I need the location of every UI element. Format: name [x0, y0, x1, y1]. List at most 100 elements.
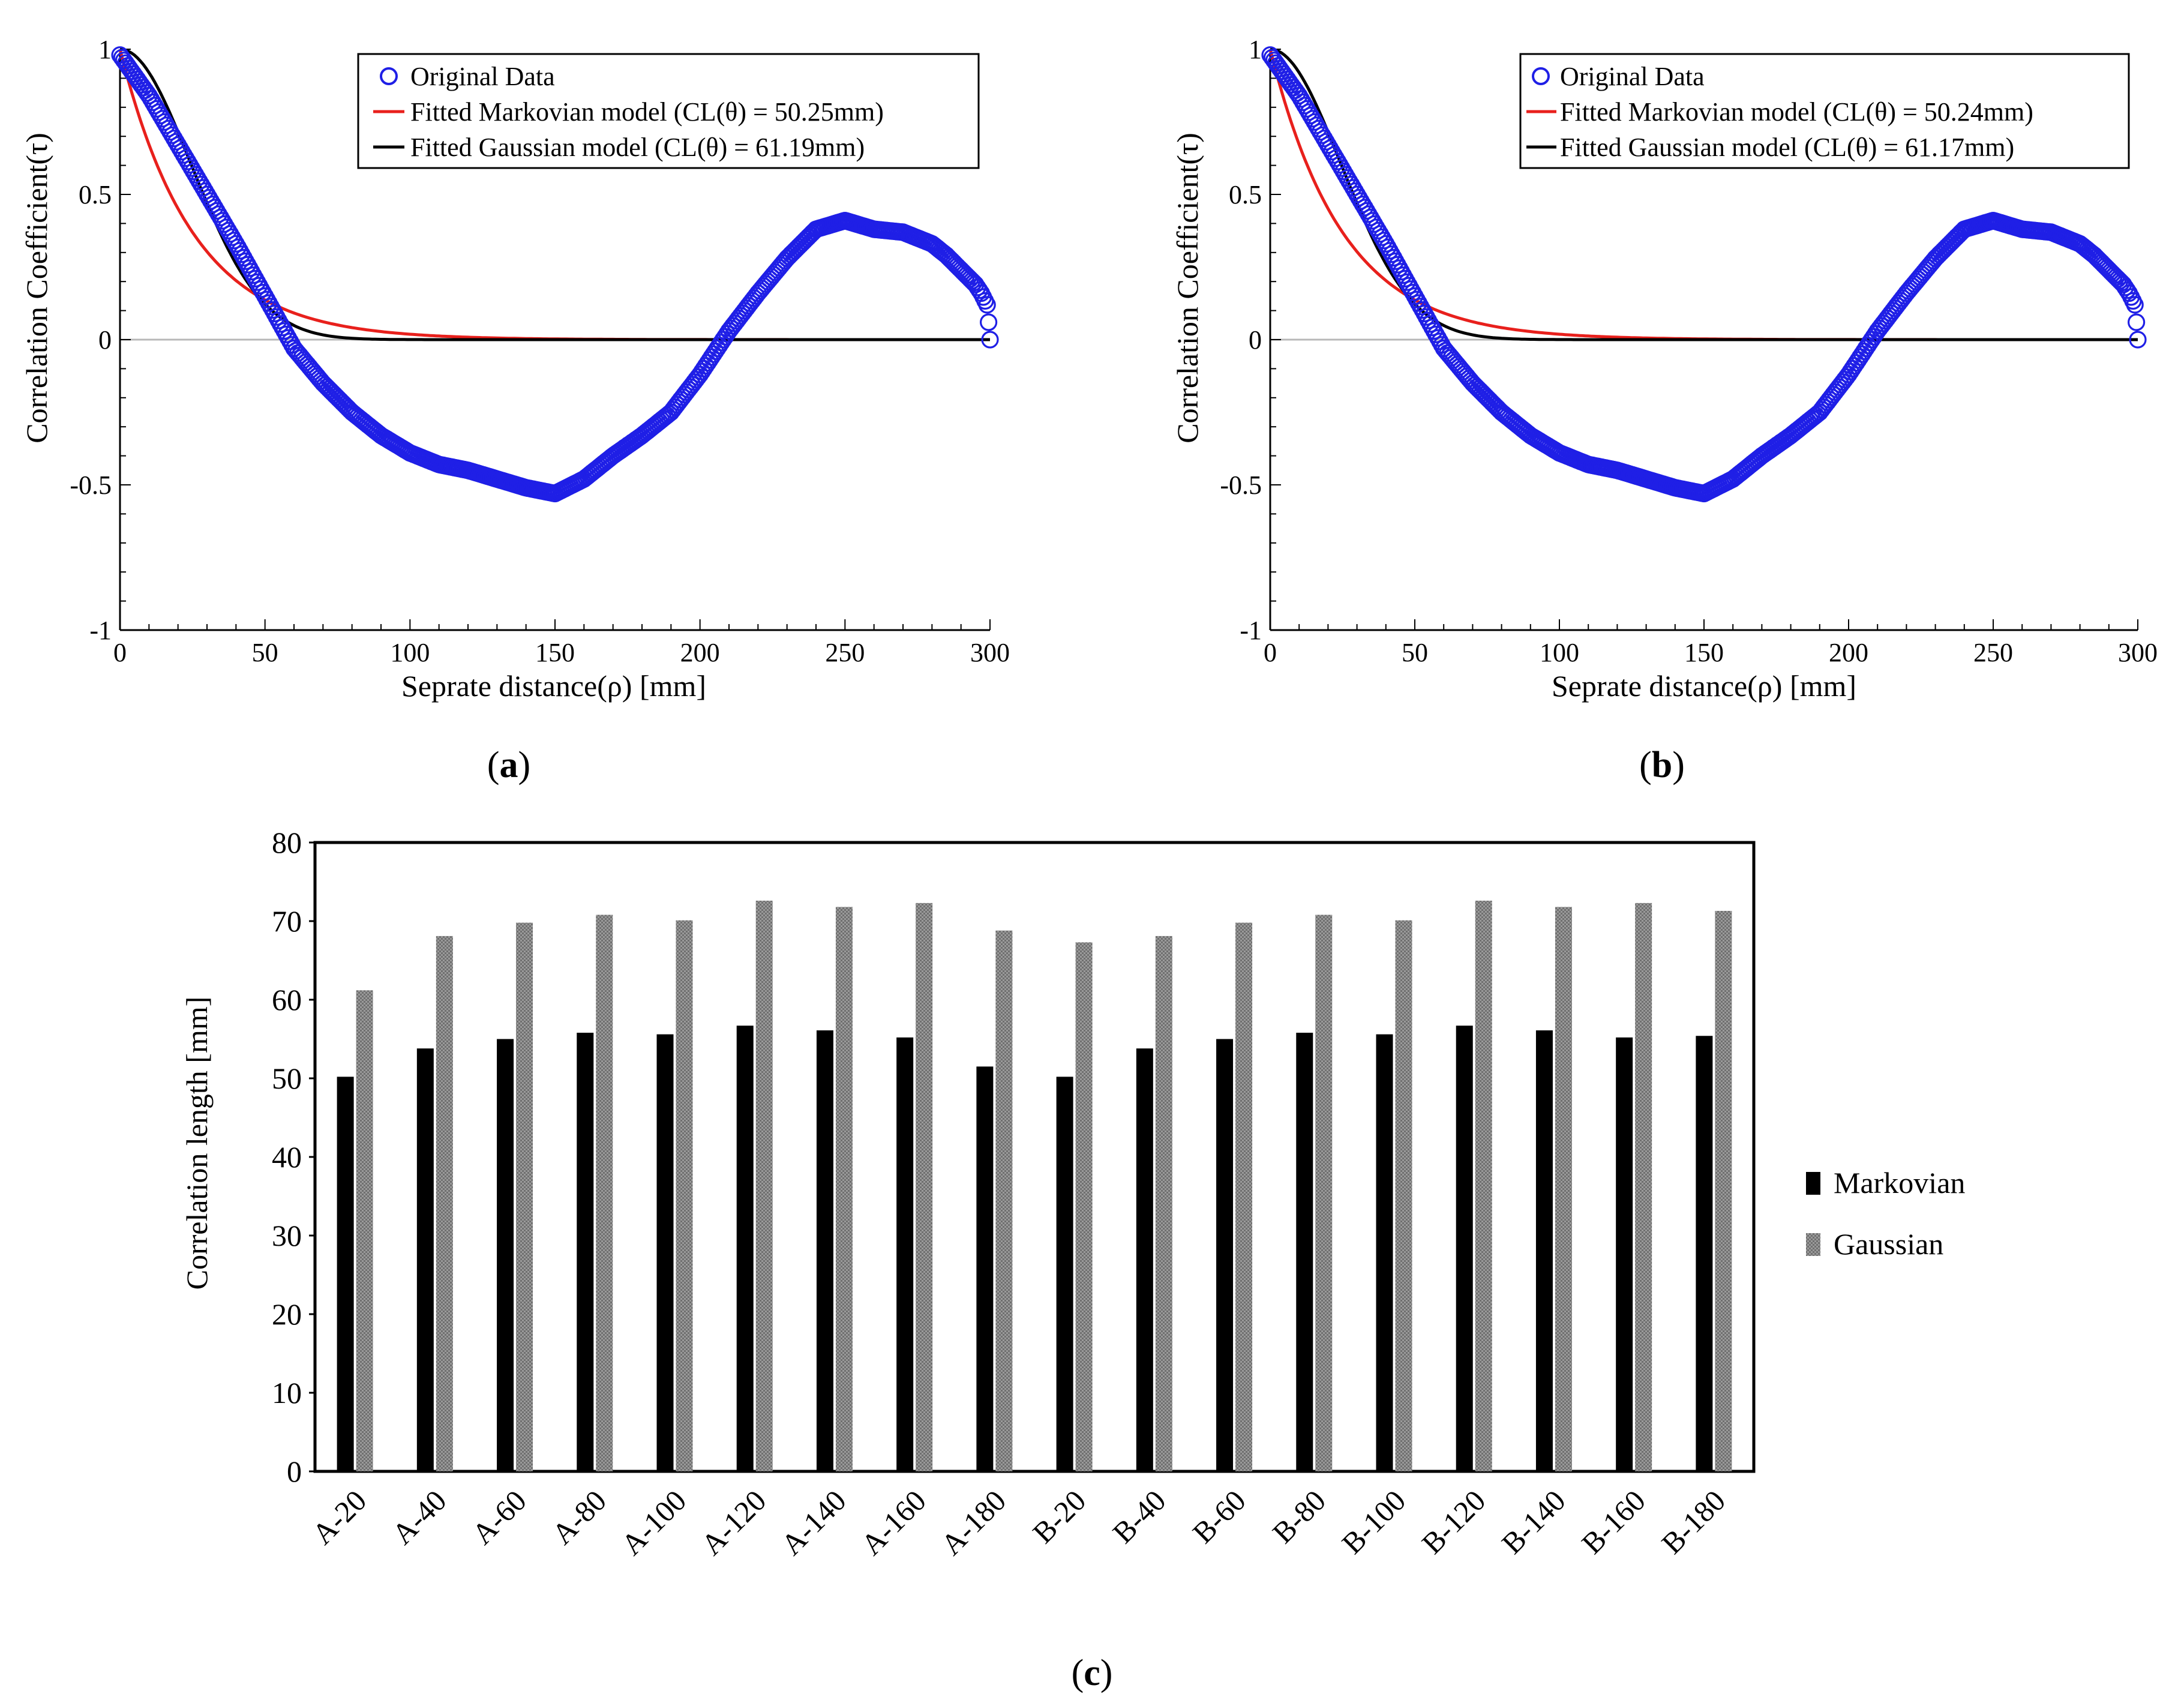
panel-b-plot-layer: 0 50 100 150 200 250 300 -1 -0.5 0 0.5 1 [1220, 35, 2158, 667]
panel-b-x-tick-label: 300 [2118, 638, 2158, 667]
panel-b-x-tick-label: 150 [1684, 638, 1724, 667]
panel-b-legend-label-markovian: Fitted Markovian model (CL(θ) = 50.24mm) [1560, 97, 2033, 127]
panel-c-legend-swatch-markovian [1806, 1172, 1820, 1195]
panel-c-y-tick-label: 60 [272, 983, 302, 1017]
panel-a-legend-label-data: Original Data [410, 62, 555, 91]
panel-a-y-tick-label: 0.5 [79, 180, 112, 209]
panel-c-x-tick-label: A-20 [305, 1483, 373, 1551]
panel-a-y-tick-label: -1 [89, 616, 112, 645]
panel-b-x-tick-label: 0 [1264, 638, 1277, 667]
panel-c-bar-gaussian [755, 900, 773, 1471]
panel-a-x-tick-label: 0 [113, 638, 127, 667]
panel-c-x-tick-label: A-100 [614, 1483, 692, 1561]
panel-a-legend-label-gaussian: Fitted Gaussian model (CL(θ) = 61.19mm) [410, 133, 865, 162]
panel-c-y-tick-label: 30 [272, 1219, 302, 1252]
panel-c-bar-markovian [1296, 1033, 1313, 1471]
panel-a-x-tick-label: 250 [825, 638, 865, 667]
panel-c-x-tick-label: A-60 [466, 1483, 533, 1551]
panel-c-bar-markovian [1376, 1034, 1393, 1471]
panel-b-y-tick-label: -1 [1240, 616, 1262, 645]
panel-c-y-tick-label: 70 [272, 904, 302, 938]
panel-b-legend-label-data: Original Data [1560, 62, 1705, 91]
panel-c-x-tick-label: B-180 [1655, 1483, 1732, 1560]
panel-c-y-tick-label: 80 [272, 826, 302, 859]
panel-a-y-tick-label: 0 [98, 325, 112, 355]
panel-a-x-tick-label: 150 [535, 638, 575, 667]
panel-c-ylabel: Correlation length [mm] [180, 997, 214, 1290]
panel-a-y-tick-label: -0.5 [70, 470, 112, 500]
panel-c-bar-gaussian [1075, 942, 1093, 1471]
panel-b-xlabel: Seprate distance(ρ) [mm] [1552, 669, 1856, 703]
panel-c-bar-gaussian [1235, 922, 1253, 1471]
panel-b-x-tick-label: 100 [1540, 638, 1579, 667]
panel-c-x-tick-label: B-160 [1575, 1483, 1652, 1560]
panel-c-bar-gaussian [596, 915, 613, 1471]
panel-a-data-point [978, 296, 996, 314]
panel-c-bar-gaussian [1395, 920, 1412, 1471]
panel-c-x-tick-label: A-120 [695, 1483, 773, 1561]
panel-b-legend-box [1519, 53, 2130, 169]
panel-b-y-tick-label: 0 [1249, 325, 1262, 355]
panel-b-x-tick-label: 50 [1402, 638, 1428, 667]
panel-c-bar-markovian [976, 1066, 994, 1471]
panel-c-bar-gaussian [1555, 907, 1572, 1471]
panel-c-x-tick-label: B-140 [1495, 1483, 1572, 1560]
panel-b-legend-marker-data [1532, 67, 1550, 85]
panel-c-bar-markovian [1136, 1048, 1153, 1471]
panel-a-xlabel: Seprate distance(ρ) [mm] [401, 669, 706, 703]
panel-a-legend-marker-data [380, 67, 398, 85]
panel-c-x-tick-label: A-80 [545, 1483, 613, 1551]
panel-c-bar-markovian [1696, 1036, 1713, 1471]
panel-a-x-tick-label: 50 [252, 638, 278, 667]
panel-c-bar-markovian [896, 1037, 914, 1471]
panel-c-label: (c) [1072, 1653, 1113, 1693]
panel-b-data-point [2126, 296, 2144, 314]
panel-c-bar-gaussian [1315, 915, 1333, 1471]
panel-c-bar-markovian [736, 1026, 754, 1471]
panel-a-plot-layer: 0 50 100 150 200 250 300 -1 -0.5 0 0.5 1 [70, 35, 1010, 667]
panel-c-y-tick-label: 20 [272, 1297, 302, 1331]
panel-c-bar-markovian [337, 1077, 354, 1471]
panel-b-legend-label-gaussian: Fitted Gaussian model (CL(θ) = 61.17mm) [1560, 133, 2014, 162]
panel-c-bar-markovian [1616, 1037, 1633, 1471]
panel-c-x-tick-label: A-40 [385, 1483, 452, 1551]
panel-c-bar-gaussian [1715, 910, 1732, 1471]
panel-a-x-tick-label: 300 [970, 638, 1010, 667]
panel-c-x-tick-label: A-160 [854, 1483, 932, 1561]
panel-a-x-tick-label: 200 [680, 638, 720, 667]
panel-c-x-tick-label: B-120 [1415, 1483, 1492, 1560]
panel-c-y-tick-label: 50 [272, 1062, 302, 1095]
panel-c-legend-label-gaussian: Gaussian [1834, 1227, 1943, 1261]
panel-a-label: (a) [487, 745, 530, 785]
panel-a-data-point [136, 81, 154, 99]
panel-c-legend: Markovian Gaussian [1806, 1166, 1965, 1261]
panel-b-ylabel: Correlation Coefficient(τ) [1171, 133, 1204, 443]
panel-c-x-tick-label: A-140 [775, 1483, 853, 1561]
panel-c-x-tick-label: A-180 [934, 1483, 1012, 1561]
panel-c-bar-markovian [1535, 1030, 1553, 1471]
panel-a-data-point [981, 331, 999, 349]
panel-a-legend-label-markovian: Fitted Markovian model (CL(θ) = 50.25mm) [410, 97, 884, 127]
panel-c-x-tick-label: B-100 [1335, 1483, 1412, 1560]
panel-b-data-point [2128, 313, 2146, 331]
panel-c-y-tick-label: 40 [272, 1140, 302, 1174]
panel-c-bar-gaussian [676, 920, 693, 1471]
panel-b-y-tick-label: 1 [1249, 35, 1262, 64]
panel-a: 0 50 100 150 200 250 300 -1 -0.5 0 0.5 1 Seprate di… [20, 35, 1010, 785]
panel-b-x-tick-label: 250 [1973, 638, 2013, 667]
panel-b-x-tick-label: 200 [1829, 638, 1868, 667]
panel-b-label: (b) [1639, 745, 1685, 785]
panel-c-bar-markovian [816, 1030, 833, 1471]
panel-c-x-tick-label: B-80 [1266, 1483, 1332, 1549]
panel-a-data-point [979, 313, 998, 331]
panel-c-bar-gaussian [916, 903, 933, 1471]
panel-c-bar-gaussian [1155, 936, 1172, 1471]
panel-c-bar-markovian [1056, 1077, 1073, 1471]
panel-c-legend-swatch-gaussian [1806, 1233, 1820, 1256]
panel-c-x-tick-label: B-60 [1186, 1483, 1252, 1549]
panel-a-ylabel: Correlation Coefficient(τ) [20, 133, 53, 443]
panel-c-x-tick-label: B-40 [1106, 1483, 1172, 1549]
panel-c-x-tick-label: B-20 [1026, 1483, 1092, 1549]
panel-b-data-point [2129, 331, 2147, 349]
